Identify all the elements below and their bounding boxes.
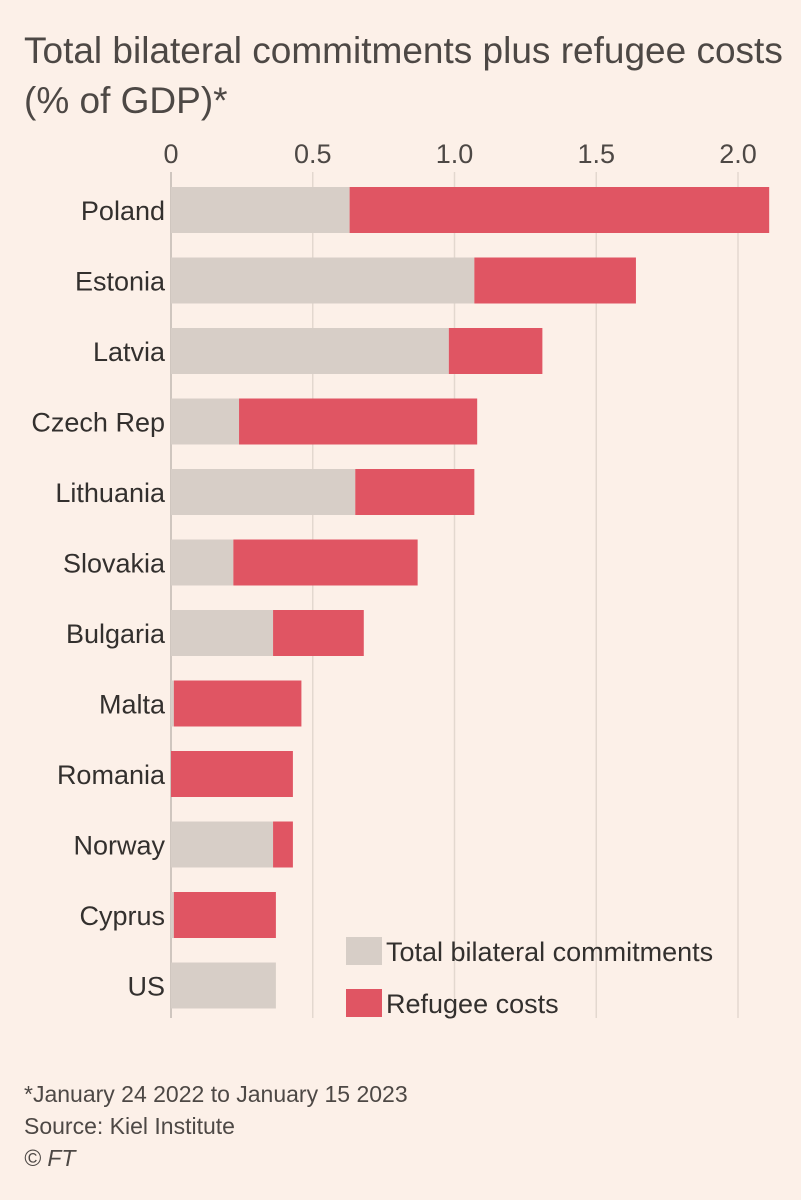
footnotes: *January 24 2022 to January 15 2023 Sour… xyxy=(24,1078,408,1174)
bar-refugee-costs xyxy=(273,821,293,868)
legend-swatch xyxy=(346,989,382,1017)
bar-bilateral-commitments xyxy=(171,257,475,304)
bar-refugee-costs xyxy=(173,892,276,938)
legend-label: Total bilateral commitments xyxy=(386,937,713,967)
category-label: Romania xyxy=(57,760,166,790)
bar-refugee-costs xyxy=(474,257,636,304)
chart-title: Total bilateral commitments plus refugee… xyxy=(24,30,783,121)
bar-bilateral-commitments xyxy=(171,962,276,1009)
x-tick-label: 2.0 xyxy=(719,139,757,169)
bar-refugee-costs xyxy=(355,469,475,515)
bar-bilateral-commitments xyxy=(171,821,274,868)
bar-refugee-costs xyxy=(448,328,543,374)
bar-refugee-costs xyxy=(273,610,364,656)
category-label: Estonia xyxy=(75,267,166,297)
bar-bilateral-commitments xyxy=(171,187,350,233)
category-label: Cyprus xyxy=(79,901,165,931)
x-tick-label: 1.5 xyxy=(577,139,615,169)
bar-bilateral-commitments xyxy=(171,610,274,656)
x-tick-label: 1.0 xyxy=(436,139,474,169)
ft-credit: © FT xyxy=(24,1145,76,1171)
category-label: Malta xyxy=(99,690,166,720)
bar-bilateral-commitments xyxy=(171,680,174,727)
bar-refugee-costs xyxy=(239,398,478,445)
source-note: Source: Kiel Institute xyxy=(24,1113,235,1139)
bar-bilateral-commitments xyxy=(171,328,449,374)
category-label: Czech Rep xyxy=(31,408,165,438)
bar-refugee-costs xyxy=(173,680,302,727)
legend-label: Refugee costs xyxy=(386,989,559,1019)
category-label: Slovakia xyxy=(63,549,166,579)
bar-bilateral-commitments xyxy=(171,539,234,586)
bar-bilateral-commitments xyxy=(171,892,174,938)
bar-chart: 0 0.5 1.0 1.5 2.0 Poland Estonia Latvia Czech Re… xyxy=(31,139,770,1019)
category-label: US xyxy=(127,972,165,1002)
bar-refugee-costs xyxy=(349,187,770,233)
date-range-note: *January 24 2022 to January 15 2023 xyxy=(24,1081,408,1107)
x-tick-label: 0.5 xyxy=(294,139,332,169)
bar-refugee-costs xyxy=(233,539,418,586)
x-tick-label: 0 xyxy=(163,139,178,169)
category-label: Norway xyxy=(73,831,165,861)
category-label: Bulgaria xyxy=(66,619,166,649)
bar-bilateral-commitments xyxy=(171,469,356,515)
bar-bilateral-commitments xyxy=(171,398,240,445)
category-label: Poland xyxy=(81,196,165,226)
legend-swatch xyxy=(346,937,382,965)
bar-refugee-costs xyxy=(171,751,293,797)
category-label: Latvia xyxy=(93,337,166,367)
category-label: Lithuania xyxy=(55,478,166,508)
